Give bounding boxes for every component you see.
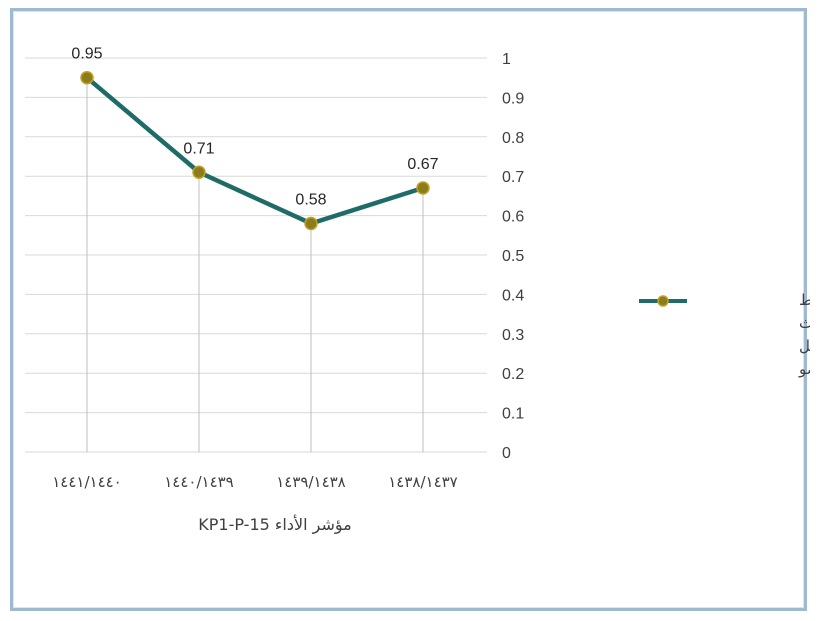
y-tick-label: 1: [502, 51, 511, 68]
data-label: 0.67: [407, 156, 438, 173]
data-label: 0.71: [183, 140, 214, 157]
x-tick-label: ١٤٤١/١٤٤٠: [52, 473, 122, 491]
x-tick-label: ١٤٣٨/١٤٣٧: [388, 473, 458, 491]
y-tick-label: 0.6: [502, 209, 524, 226]
data-point: [416, 181, 430, 195]
data-label: 0.58: [295, 191, 326, 208]
legend-label-line: المنشورة لكل: [799, 337, 810, 355]
y-tick-label: 0.3: [502, 327, 524, 344]
line-chart: 0.950.710.580.67 00.10.20.30.40.50.60.70…: [25, 46, 810, 535]
chart-frame: 0.95 0.71 0.58 0.67 0 0.1 0.2 0.3 0.4 0.5 0.6 0.7 0…: [10, 8, 810, 611]
data-label: 0.95: [71, 46, 102, 63]
x-tick-label: ١٤٣٩/١٤٣٨: [276, 473, 346, 491]
x-axis-ticks: ١٤٤١/١٤٤٠ ١٤٤٠/١٤٣٩ ١٤٣٩/١٤٣٨ ١٤٣٨/١٤٣٧: [52, 473, 458, 491]
legend-label-line: البحوث: [799, 314, 810, 332]
series-line: [84, 75, 426, 226]
y-tick-label: 0.4: [502, 287, 524, 304]
legend-marker-swatch: [657, 295, 669, 307]
x-axis-title: مؤشر الأداء KP1-P-15: [198, 514, 351, 535]
drop-lines: [86, 77, 424, 452]
legend-label-line: عضو: [798, 360, 810, 378]
legend: متوسط البحوث المنشورة لكل عضو: [639, 291, 810, 378]
y-axis-ticks: 0 0.1 0.2 0.3 0.4 0.5 0.6 0.7 0.8 0.9 1: [502, 51, 524, 462]
y-tick-label: 0.9: [502, 90, 524, 107]
y-tick-label: 0.1: [502, 406, 524, 423]
y-tick-label: 0: [502, 445, 511, 462]
legend-label: متوسط البحوث المنشورة لكل عضو: [798, 291, 810, 378]
x-tick-label: ١٤٤٠/١٤٣٩: [164, 473, 234, 491]
y-tick-label: 0.5: [502, 248, 524, 265]
y-tick-label: 0.7: [502, 169, 524, 186]
series-line-layer: [84, 75, 426, 226]
y-tick-label: 0.8: [502, 130, 524, 147]
legend-label-line: متوسط: [799, 291, 810, 309]
data-point: [304, 216, 318, 231]
markers: [80, 70, 430, 231]
data-labels: 0.95 0.71 0.58 0.67: [71, 46, 438, 209]
y-tick-label: 0.2: [502, 366, 524, 383]
data-point: [192, 165, 206, 180]
data-point: [80, 70, 94, 85]
gridlines: [25, 57, 487, 453]
